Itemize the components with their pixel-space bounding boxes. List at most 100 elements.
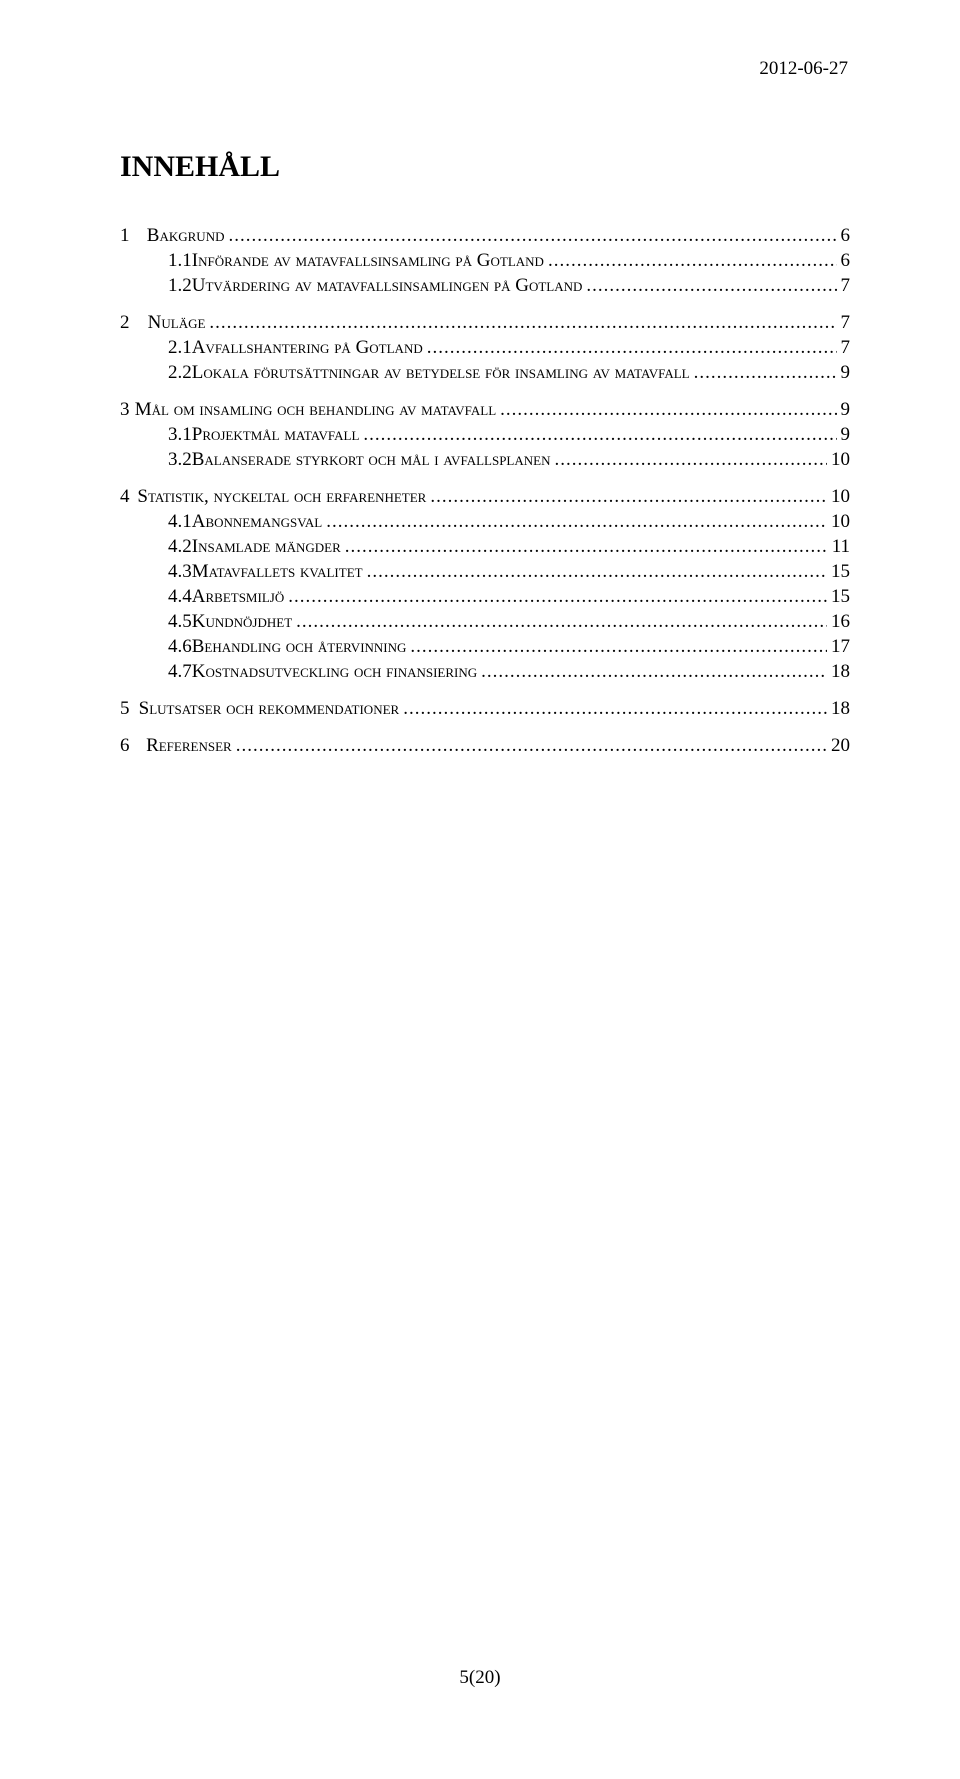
toc-entry-number: 2: [120, 313, 142, 332]
toc-entry-page: 10: [827, 450, 850, 469]
toc-entry-text: Införande av matavfallsinsamling på Gotl…: [192, 251, 544, 270]
toc-entry: 2 Nuläge 7: [120, 313, 850, 332]
toc-entry: 4.4Arbetsmiljö 15: [120, 587, 850, 606]
toc-title: INNEHÅLL: [120, 150, 850, 184]
toc-entry-text: Avfallshantering på Gotland: [192, 338, 423, 357]
header-date: 2012-06-27: [120, 58, 850, 80]
toc-leader-dots: [359, 425, 836, 444]
toc-leader-dots: [477, 662, 827, 681]
toc-entry: 4.6Behandling och återvinning 17: [120, 637, 850, 656]
toc-entry-number: 2.1: [168, 338, 192, 357]
toc-entry-text: Balanserade styrkort och mål i avfallspl…: [192, 450, 551, 469]
toc-entry-text: Matavfallets kvalitet: [192, 562, 363, 581]
toc-entry-number: 1.2: [168, 276, 192, 295]
toc-leader-dots: [284, 587, 827, 606]
toc-entry-text: Mål om insamling och behandling av matav…: [135, 400, 496, 419]
toc-entry-text: Abonnemangsval: [192, 512, 323, 531]
toc-leader-dots: [582, 276, 836, 295]
toc-entry-number: 4: [120, 487, 134, 506]
toc-leader-dots: [426, 487, 827, 506]
toc-entry-number: 3: [120, 400, 132, 419]
page-footer: 5(20): [0, 1667, 960, 1689]
toc-entry-page: 7: [837, 313, 851, 332]
toc-entry: 4Statistik, nyckeltal och erfarenheter 10: [120, 487, 850, 506]
toc-leader-dots: [690, 363, 837, 382]
toc-entry-page: 7: [837, 276, 851, 295]
toc-entry: 1.2Utvärdering av matavfallsinsamlingen …: [120, 276, 850, 295]
toc-leader-dots: [205, 313, 836, 332]
toc-entry-text: Behandling och återvinning: [192, 637, 407, 656]
toc-leader-dots: [406, 637, 827, 656]
toc-entry-page: 9: [837, 425, 851, 444]
toc-leader-dots: [322, 512, 827, 531]
toc-entry-text: Nuläge: [148, 313, 206, 332]
toc-entry-page: 10: [827, 487, 850, 506]
toc-entry-text: Arbetsmiljö: [192, 587, 284, 606]
toc-entry-page: 7: [837, 338, 851, 357]
toc-entry-page: 15: [827, 562, 850, 581]
toc-leader-dots: [363, 562, 827, 581]
toc-entry-number: 4.1: [168, 512, 192, 531]
toc-entry: 3.1Projektmål matavfall 9: [120, 425, 850, 444]
toc-entry-page: 10: [827, 512, 850, 531]
toc-leader-dots: [232, 736, 827, 755]
toc-entry-number: 1.1: [168, 251, 192, 270]
toc-entry: 3.2Balanserade styrkort och mål i avfall…: [120, 450, 850, 469]
toc-entry-page: 11: [828, 537, 850, 556]
toc-leader-dots: [496, 400, 836, 419]
toc-entry-number: 4.2: [168, 537, 192, 556]
table-of-contents: 1Bakgrund61.1Införande av matavfallsinsa…: [120, 226, 850, 755]
toc-entry-page: 6: [837, 226, 851, 245]
toc-entry: 2.2Lokala förutsättningar av betydelse f…: [120, 363, 850, 382]
toc-entry-page: 16: [827, 612, 850, 631]
toc-entry-text: Utvärdering av matavfallsinsamlingen på …: [192, 276, 583, 295]
page-container: 2012-06-27 INNEHÅLL 1Bakgrund61.1Införan…: [0, 0, 960, 755]
toc-entry-text: Insamlade mängder: [192, 537, 341, 556]
toc-leader-dots: [544, 251, 837, 270]
toc-entry: 1 Bakgrund 6: [120, 226, 850, 245]
toc-entry-text: Referenser: [146, 736, 232, 755]
toc-entry: 4.2Insamlade mängder 11: [120, 537, 850, 556]
toc-entry: 3Mål om insamling och behandling av mata…: [120, 400, 850, 419]
toc-leader-dots: [292, 612, 827, 631]
toc-entry-text: Lokala förutsättningar av betydelse för …: [192, 363, 690, 382]
toc-entry: 4.3Matavfallets kvalitet 15: [120, 562, 850, 581]
toc-entry-text: Statistik, nyckeltal och erfarenheter: [137, 487, 426, 506]
toc-entry: 5Slutsatser och rekommendationer 18: [120, 699, 850, 718]
toc-entry-number: 4.7: [168, 662, 192, 681]
toc-leader-dots: [550, 450, 827, 469]
toc-entry: 6 Referenser 20: [120, 736, 850, 755]
toc-entry-number: 1: [120, 226, 141, 245]
toc-leader-dots: [423, 338, 837, 357]
toc-entry-number: 4.6: [168, 637, 192, 656]
toc-entry: 2.1Avfallshantering på Gotland 7: [120, 338, 850, 357]
toc-entry-number: 5: [120, 699, 135, 718]
toc-entry-number: 3.1: [168, 425, 192, 444]
toc-entry-page: 15: [827, 587, 850, 606]
toc-entry-number: 3.2: [168, 450, 192, 469]
toc-entry-page: 9: [837, 400, 851, 419]
toc-entry-text: Kundnöjdhet: [192, 612, 292, 631]
toc-leader-dots: [399, 699, 827, 718]
toc-entry-page: 20: [827, 736, 850, 755]
toc-entry: 4.5Kundnöjdhet 16: [120, 612, 850, 631]
toc-entry-number: 4.4: [168, 587, 192, 606]
toc-entry-number: 2.2: [168, 363, 192, 382]
toc-entry-page: 6: [837, 251, 851, 270]
toc-entry-page: 9: [837, 363, 851, 382]
toc-entry: 4.7Kostnadsutveckling och finansiering 18: [120, 662, 850, 681]
toc-entry-page: 18: [827, 662, 850, 681]
toc-entry: 1.1Införande av matavfallsinsamling på G…: [120, 251, 850, 270]
toc-entry-text: Bakgrund: [147, 226, 225, 245]
toc-entry-page: 18: [827, 699, 850, 718]
toc-leader-dots: [224, 226, 836, 245]
toc-entry-text: Slutsatser och rekommendationer: [139, 699, 400, 718]
toc-entry-text: Projektmål matavfall: [192, 425, 360, 444]
toc-entry-number: 6: [120, 736, 141, 755]
toc-leader-dots: [341, 537, 828, 556]
toc-entry-number: 4.3: [168, 562, 192, 581]
toc-entry-number: 4.5: [168, 612, 192, 631]
toc-entry: 4.1Abonnemangsval 10: [120, 512, 850, 531]
toc-entry-text: Kostnadsutveckling och finansiering: [192, 662, 477, 681]
toc-entry-page: 17: [827, 637, 850, 656]
